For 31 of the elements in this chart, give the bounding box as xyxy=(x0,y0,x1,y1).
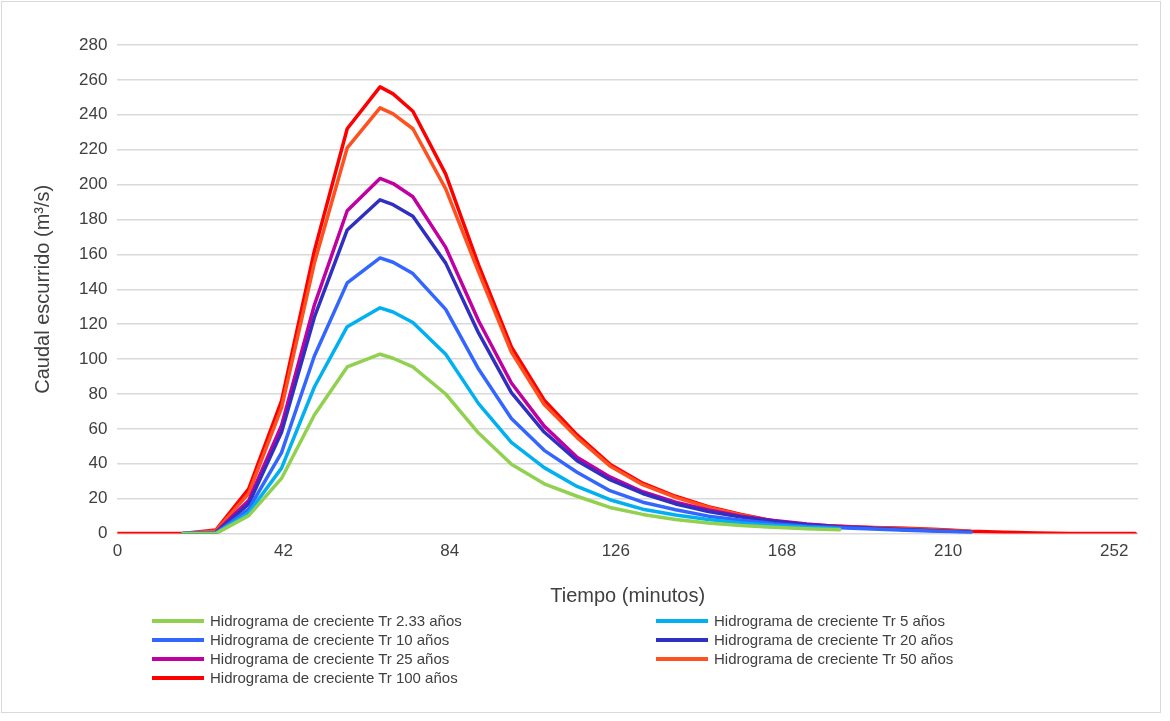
y-tick-label: 100 xyxy=(78,348,108,368)
y-tick-label: 40 xyxy=(88,453,108,473)
y-tick-label: 0 xyxy=(97,523,108,543)
y-axis-title: Caudal escurrido (m³/s) xyxy=(30,184,53,394)
x-tick-label: 210 xyxy=(933,541,963,561)
y-tick-label: 280 xyxy=(78,34,108,54)
y-tick-label: 220 xyxy=(78,139,108,159)
x-tick-label: 84 xyxy=(440,541,460,561)
y-tick-label: 140 xyxy=(78,278,108,298)
legend-label: Hidrograma de creciente Tr 25 años xyxy=(210,650,450,667)
legend-label: Hidrograma de creciente Tr 100 años xyxy=(210,669,458,686)
y-tick-label: 240 xyxy=(78,104,108,124)
x-tick-label: 126 xyxy=(601,541,630,561)
x-tick-label: 42 xyxy=(274,541,293,561)
legend-label: Hidrograma de creciente Tr 10 años xyxy=(210,631,450,648)
x-tick-label: 0 xyxy=(112,541,123,561)
legend-label: Hidrograma de creciente Tr 20 años xyxy=(714,631,954,648)
x-axis-title: Tiempo (minutos) xyxy=(550,583,706,606)
y-tick-label: 80 xyxy=(88,383,108,403)
legend-label: Hidrograma de creciente Tr 50 años xyxy=(714,650,954,667)
legend-label: Hidrograma de creciente Tr 5 años xyxy=(714,612,945,629)
y-tick-label: 200 xyxy=(78,174,108,194)
y-tick-label: 120 xyxy=(78,313,108,333)
legend-label: Hidrograma de creciente Tr 2.33 años xyxy=(210,612,462,629)
y-tick-label: 160 xyxy=(78,244,108,264)
y-tick-label: 180 xyxy=(78,209,108,229)
y-tick-label: 60 xyxy=(88,418,108,438)
x-tick-label: 252 xyxy=(1100,541,1129,561)
y-tick-label: 260 xyxy=(78,69,108,89)
x-tick-label: 168 xyxy=(767,541,797,561)
y-tick-label: 20 xyxy=(88,488,108,508)
